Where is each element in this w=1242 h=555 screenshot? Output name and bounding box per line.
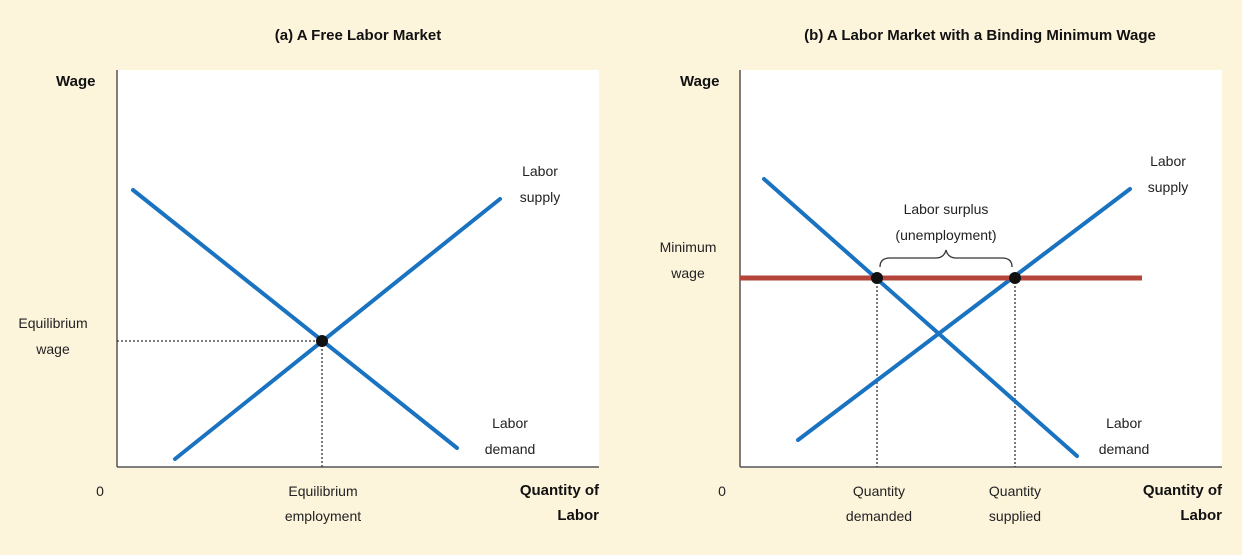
panel-b-surplus-label-line1: Labor surplus — [904, 201, 989, 217]
panel-a-supply-label-line1: Labor — [522, 163, 558, 179]
panel-a-title: (a) A Free Labor Market — [275, 27, 441, 44]
panel-b-supply-label-line1: Labor — [1150, 153, 1186, 169]
panel-b-origin-label: 0 — [718, 483, 726, 499]
panel-b-plot-area — [740, 70, 1222, 467]
panel-a-equilibrium-employment-label-line2: employment — [285, 508, 361, 524]
panel-a-equilibrium-wage-label-line1: Equilibrium — [18, 315, 87, 331]
panel-b-demand-label-line2: demand — [1099, 441, 1150, 457]
panel-a-origin-label: 0 — [96, 483, 104, 499]
panel-b-quantity-supplied-label-line1: Quantity — [989, 483, 1041, 499]
panel-a-demand-label-line2: demand — [485, 441, 536, 457]
panel-a-demand-label-line1: Labor — [492, 415, 528, 431]
panel-a-equilibrium-wage-label-line2: wage — [35, 341, 70, 357]
panel-b-x-axis-label-line1: Quantity of — [1143, 482, 1223, 499]
panel-a-x-axis-label-line1: Quantity of — [520, 482, 600, 499]
panel-a: (a) A Free Labor Market Wage Quantity of… — [18, 27, 600, 524]
panel-a-y-axis-label: Wage — [56, 73, 95, 90]
panel-b-quantity-demanded-label-line2: demanded — [846, 508, 912, 524]
panel-a-equilibrium-point — [316, 335, 328, 347]
panel-b-x-axis-label-line2: Labor — [1180, 507, 1222, 524]
panel-a-plot-area — [117, 70, 599, 467]
panel-b-surplus-label-line2: (unemployment) — [895, 227, 996, 243]
panel-a-labor-supply-curve — [173, 197, 502, 461]
panel-b-y-axis-label: Wage — [680, 73, 719, 90]
panel-b-supply-label-line2: supply — [1148, 179, 1188, 195]
panel-b-quantity-demanded-point — [871, 272, 883, 284]
panel-b: (b) A Labor Market with a Binding Minimu… — [660, 27, 1223, 524]
panel-b-quantity-supplied-label-line2: supplied — [989, 508, 1041, 524]
panel-b-minimum-wage-label-line2: wage — [670, 265, 705, 281]
panel-b-quantity-demanded-label-line1: Quantity — [853, 483, 905, 499]
panel-a-labor-demand-curve — [131, 188, 459, 450]
panel-a-x-axis-label-line2: Labor — [557, 507, 599, 524]
panel-b-labor-supply-curve — [796, 187, 1132, 442]
panel-b-demand-label-line1: Labor — [1106, 415, 1142, 431]
panel-b-labor-demand-curve — [762, 177, 1079, 458]
panel-b-surplus-brace — [879, 249, 1013, 268]
panel-a-supply-label-line2: supply — [520, 189, 560, 205]
panel-a-equilibrium-employment-label-line1: Equilibrium — [288, 483, 357, 499]
panel-b-quantity-supplied-point — [1009, 272, 1021, 284]
panel-b-title: (b) A Labor Market with a Binding Minimu… — [804, 27, 1156, 44]
panel-b-minimum-wage-label-line1: Minimum — [660, 239, 717, 255]
